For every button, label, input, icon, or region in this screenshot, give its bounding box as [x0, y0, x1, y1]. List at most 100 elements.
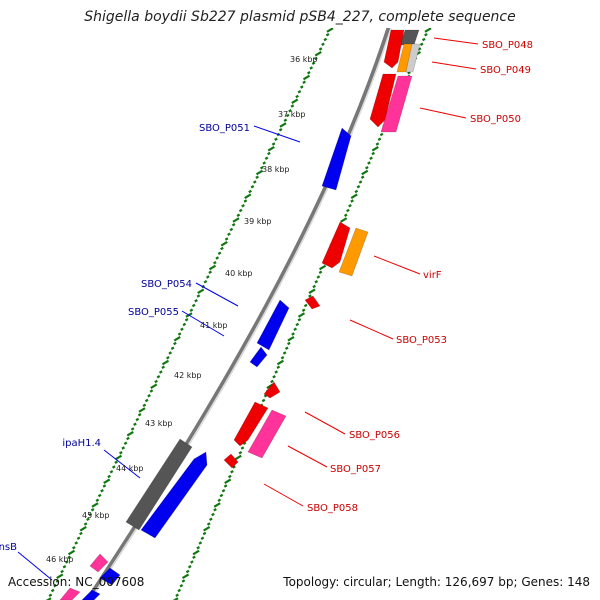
gene-label-SBO_P048[interactable]: SBO_P048: [482, 40, 533, 51]
scale-tick: [119, 451, 123, 455]
scale-tick: [196, 546, 201, 550]
scale-tick: [45, 597, 52, 600]
feature-insB-pink[interactable]: [59, 587, 81, 600]
scale-tick: [326, 28, 334, 33]
scale-tick: [295, 94, 299, 99]
gene-label-SBO_P050[interactable]: SBO_P050: [470, 114, 521, 125]
scale-tick: [149, 389, 154, 393]
feature-SBO_P048[interactable]: [383, 29, 405, 69]
scale-tick: [232, 465, 236, 469]
feature-SBO_P050[interactable]: [380, 75, 413, 133]
scale-tick: [323, 37, 328, 42]
scale-tick: [194, 299, 198, 303]
scale-tick: [172, 597, 179, 600]
scale-tick: [95, 498, 100, 502]
scale-tick: [198, 541, 203, 545]
leader-line: [195, 282, 239, 307]
scale-tick: [213, 261, 217, 265]
scale-tick: [91, 502, 99, 508]
scale-tick: [283, 118, 288, 122]
scale-tick: [67, 555, 71, 559]
feature-blue-small[interactable]: [99, 567, 121, 586]
gene-label-SBO_P056[interactable]: SBO_P056: [349, 430, 400, 441]
gene-label-SBO_P051[interactable]: SBO_P051: [199, 123, 250, 134]
gene-label-SBO_P054[interactable]: SBO_P054: [141, 279, 192, 290]
scale-tick: [248, 189, 252, 194]
kbp-label: 43 kbp: [145, 419, 173, 428]
feature-ipaH1.4-gray[interactable]: [125, 438, 193, 531]
scale-tick: [196, 294, 201, 298]
scale-tick: [274, 137, 278, 141]
feature-virF[interactable]: [338, 227, 369, 277]
feature-small-red-c[interactable]: [223, 453, 239, 469]
scale-tick: [184, 318, 189, 322]
scale-tick: [316, 275, 321, 279]
scale-tick: [135, 417, 140, 422]
scale-tick: [267, 146, 275, 152]
scale-tick: [314, 280, 319, 284]
scale-tick: [287, 341, 291, 346]
gene-label-SBO_P049[interactable]: SBO_P049: [480, 65, 531, 76]
gene-label-SBO_P055[interactable]: SBO_P055: [128, 307, 179, 318]
gene-label-virF[interactable]: virF: [423, 270, 442, 281]
scale-tick: [208, 264, 217, 271]
scale-tick: [291, 332, 295, 336]
scale-tick: [179, 584, 184, 588]
feature-SBO_P056[interactable]: [233, 401, 269, 447]
scale-tick: [50, 588, 55, 593]
gene-label-SBO_P057[interactable]: SBO_P057: [330, 464, 381, 475]
scale-tick: [367, 161, 371, 165]
scale-tick: [346, 208, 350, 213]
gene-label-SBO_P053[interactable]: SBO_P053: [396, 335, 447, 346]
scale-tick: [180, 327, 184, 331]
scale-tick: [424, 33, 428, 37]
scale-tick: [261, 398, 266, 403]
feature-SBO_P055[interactable]: [249, 346, 268, 368]
scale-tick: [170, 346, 175, 350]
scale-tick: [100, 489, 104, 493]
scale-tick: [350, 199, 354, 203]
feature-SBO_P051[interactable]: [321, 127, 352, 191]
scale-tick: [103, 478, 111, 484]
scale-tick: [228, 474, 232, 479]
scale-tick: [314, 56, 318, 61]
scale-tick: [291, 98, 299, 104]
feature-SBO_P048-b[interactable]: [369, 73, 397, 128]
scale-tick: [241, 204, 245, 208]
feature-light-gray[interactable]: [405, 43, 421, 73]
gene-label-ipaH1.4[interactable]: ipaH1.4: [62, 438, 101, 449]
scale-tick: [166, 356, 170, 360]
gene-label-insB[interactable]: insB: [0, 542, 17, 553]
scale-tick: [260, 166, 264, 170]
scale-tick: [205, 275, 210, 279]
feature-ipaH1.4[interactable]: [140, 451, 208, 539]
scale-tick: [211, 512, 215, 517]
scale-tick: [419, 42, 424, 46]
scale-tick: [231, 223, 236, 227]
feature-pink-small[interactable]: [89, 553, 109, 573]
scale-tick: [206, 522, 211, 526]
scale-tick: [318, 47, 323, 51]
scale-tick: [76, 536, 81, 540]
scale-tick: [182, 322, 187, 327]
scale-tick: [90, 508, 95, 512]
scale-tick: [361, 169, 369, 176]
feature-small-red-b[interactable]: [263, 381, 281, 399]
feature-virF-upstream[interactable]: [321, 221, 351, 269]
scale-tick: [175, 593, 179, 597]
scale-tick: [232, 217, 240, 223]
feature-small-red[interactable]: [304, 295, 321, 310]
gene-label-SBO_P058[interactable]: SBO_P058: [307, 503, 358, 514]
feature-insB[interactable]: [81, 589, 101, 600]
scale-tick: [123, 441, 128, 445]
scale-tick: [284, 346, 289, 350]
scale-tick: [56, 573, 64, 579]
scale-tick: [74, 541, 79, 545]
scale-tick: [314, 51, 322, 57]
feature-SBO_P054[interactable]: [256, 299, 290, 351]
feature-SBO_P057[interactable]: [247, 409, 287, 459]
scale-tick: [156, 375, 161, 379]
scale-tick: [223, 484, 228, 488]
scale-tick: [114, 454, 123, 461]
scale-tick: [279, 122, 287, 128]
